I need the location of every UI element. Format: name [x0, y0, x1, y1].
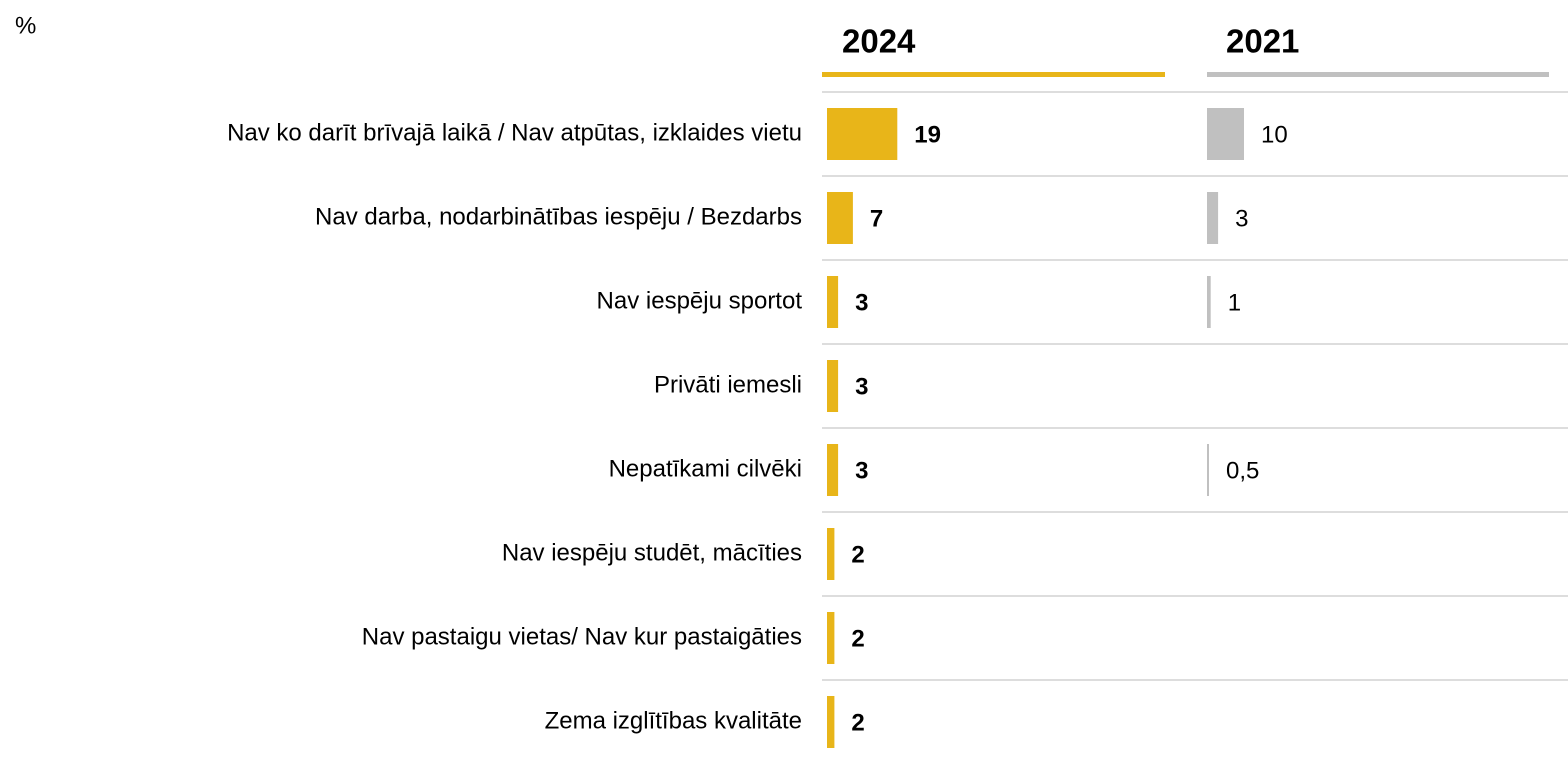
- bar: [827, 276, 839, 328]
- value-label: 3: [855, 289, 868, 316]
- bar: [827, 444, 839, 496]
- value-label: 1: [1228, 289, 1241, 316]
- value-label: 2: [851, 541, 864, 568]
- value-label: 3: [855, 373, 868, 400]
- category-label: Nav pastaigu vietas/ Nav kur pastaigātie…: [362, 623, 802, 650]
- bar: [827, 192, 853, 244]
- category-label: Nav ko darīt brīvajā laikā / Nav atpūtas…: [227, 119, 802, 146]
- bar: [1207, 192, 1219, 244]
- bar: [827, 696, 835, 748]
- bar: [827, 108, 898, 160]
- bar: [1207, 444, 1209, 496]
- category-label: Nav darba, nodarbinātības iespēju / Bezd…: [315, 203, 802, 230]
- panel-header: 2024: [842, 23, 916, 60]
- bar: [827, 612, 835, 664]
- bar: [827, 360, 839, 412]
- panel-header: 2021: [1226, 23, 1299, 60]
- value-label: 19: [914, 121, 941, 148]
- value-label: 10: [1261, 121, 1288, 148]
- category-label: Nav iespēju studēt, mācīties: [502, 539, 802, 566]
- value-label: 7: [870, 205, 883, 232]
- category-label: Nepatīkami cilvēki: [609, 455, 802, 482]
- unit-label: %: [15, 12, 36, 39]
- category-label: Privāti iemesli: [654, 371, 802, 398]
- category-label: Zema izglītības kvalitāte: [545, 707, 802, 734]
- value-label: 0,5: [1226, 457, 1259, 484]
- category-label: Nav iespēju sportot: [597, 287, 803, 314]
- value-label: 3: [1235, 205, 1248, 232]
- bar: [1207, 108, 1244, 160]
- value-label: 2: [851, 709, 864, 736]
- value-label: 3: [855, 457, 868, 484]
- value-label: 2: [851, 625, 864, 652]
- panel-underline: [1207, 72, 1549, 77]
- bar: [1207, 276, 1211, 328]
- bar: [827, 528, 835, 580]
- panel-underline: [822, 72, 1165, 77]
